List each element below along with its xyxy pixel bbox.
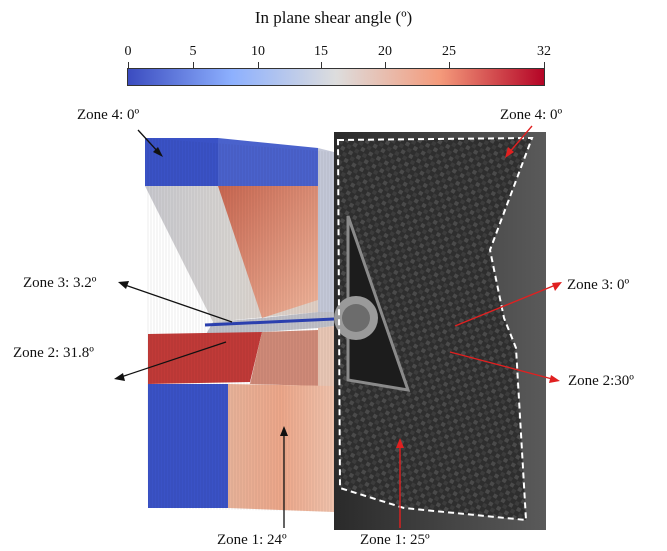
annotation-arrows <box>114 125 562 528</box>
colorbar-tick-label: 32 <box>537 44 551 59</box>
label-exp-zone-3: Zone 3: 0º <box>567 277 630 293</box>
label-exp-zone-1: Zone 1: 25º <box>360 532 430 548</box>
colorbar-tick-label: 10 <box>251 44 265 59</box>
colorbar-tick-mark <box>544 62 545 68</box>
colorbar-tick-mark <box>258 62 259 68</box>
label-exp-zone-2: Zone 2:30º <box>568 373 634 389</box>
colorbar-tick-label: 5 <box>189 44 197 59</box>
colorbar-tick-mark <box>321 62 322 68</box>
colorbar-tick-mark <box>449 62 450 68</box>
colorbar-tick-label: 20 <box>378 44 392 59</box>
colorbar-tick-mark <box>128 62 129 68</box>
colorbar-tick-label: 25 <box>442 44 456 59</box>
experiment-photo <box>334 132 546 530</box>
colorbar-tick-label: 15 <box>314 44 328 59</box>
label-sim-zone-4: Zone 4: 0º <box>77 107 140 123</box>
colorbar-tick-mark <box>385 62 386 68</box>
simulation-preform <box>145 138 335 512</box>
label-exp-zone-4: Zone 4: 0º <box>500 107 563 123</box>
label-sim-zone-2: Zone 2: 31.8º <box>13 345 94 361</box>
colorbar-title: In plane shear angle (º) <box>254 8 413 27</box>
colorbar-gradient <box>127 68 545 86</box>
label-sim-zone-1: Zone 1: 24º <box>217 532 287 548</box>
colorbar-tick-mark <box>193 62 194 68</box>
label-sim-zone-3: Zone 3: 3.2º <box>23 275 97 291</box>
colorbar-tick-label: 0 <box>124 44 132 59</box>
